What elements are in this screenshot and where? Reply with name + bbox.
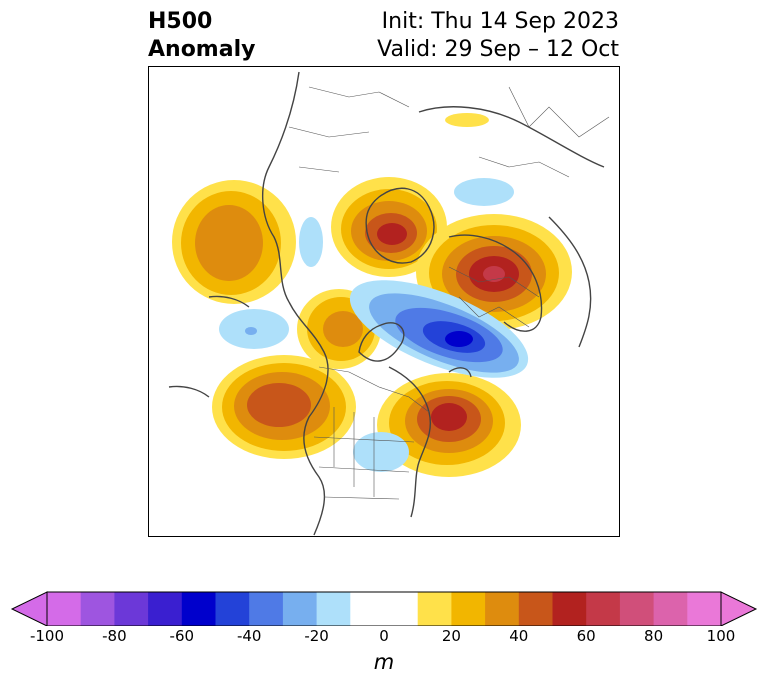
negative-anomaly-hudson bbox=[299, 217, 323, 267]
colorbar-tick-label: 0 bbox=[379, 627, 389, 645]
positive-anomaly-northeast-us bbox=[377, 373, 521, 477]
colorbar-bin bbox=[181, 592, 216, 626]
colorbar-max-extend bbox=[720, 591, 758, 626]
colorbar-bin bbox=[518, 592, 553, 626]
anomaly-map bbox=[168, 71, 610, 536]
colorbar-bin bbox=[687, 592, 722, 626]
colorbar-tick-label: 20 bbox=[441, 627, 461, 645]
negative-anomaly-bering bbox=[219, 309, 289, 349]
colorbar-tick-label: 60 bbox=[576, 627, 596, 645]
colorbar-tick-label: 80 bbox=[644, 627, 664, 645]
colorbar-tick-label: -60 bbox=[169, 627, 195, 645]
colorbar-bin bbox=[148, 592, 183, 626]
colorbar-bin bbox=[114, 592, 149, 626]
map-panel bbox=[148, 66, 620, 537]
colorbar-min-extend bbox=[10, 591, 48, 626]
colorbar-bin bbox=[451, 592, 486, 626]
colorbar-outline bbox=[46, 591, 722, 626]
colorbar-bin bbox=[485, 592, 520, 626]
colorbar-tick-label: 40 bbox=[509, 627, 529, 645]
colorbar-tick-label: -100 bbox=[29, 627, 65, 645]
colorbar-tick-label: -80 bbox=[102, 627, 127, 645]
coastlines bbox=[168, 71, 605, 536]
colorbar-bin bbox=[215, 592, 250, 626]
colorbar-bin bbox=[586, 592, 621, 626]
colorbar-tick-label: -20 bbox=[304, 627, 329, 645]
colorbar-bin bbox=[384, 592, 419, 626]
colorbar-bin bbox=[316, 592, 351, 626]
colorbar-tick-label: 100 bbox=[706, 627, 736, 645]
map-title-right: Init: Thu 14 Sep 2023 Valid: 29 Sep – 12… bbox=[377, 8, 619, 64]
colorbar-bin bbox=[282, 592, 318, 626]
colorbar-tick-label: -40 bbox=[236, 627, 262, 645]
colorbar bbox=[10, 591, 758, 626]
colorbar-unit-label: m bbox=[373, 650, 395, 674]
map-title-left: H500 Anomaly bbox=[148, 8, 255, 64]
negative-anomaly-russia-north bbox=[454, 178, 514, 206]
positive-anomaly-greenland bbox=[331, 177, 447, 277]
colorbar-bin bbox=[619, 592, 655, 626]
negative-anomaly-arctic bbox=[349, 280, 529, 378]
colorbar-bin bbox=[80, 592, 115, 626]
positive-anomaly-russia bbox=[445, 113, 489, 127]
title-field-type: Anomaly bbox=[148, 37, 256, 62]
positive-anomaly-ne-pacific bbox=[212, 355, 356, 459]
colorbar-bin bbox=[552, 592, 587, 626]
colorbar-bin bbox=[249, 592, 284, 626]
title-field-name: H500 bbox=[148, 9, 213, 34]
colorbar-bin bbox=[417, 592, 452, 626]
political-borders bbox=[288, 86, 610, 500]
colorbar-bin bbox=[350, 592, 385, 626]
positive-anomaly-north-pacific bbox=[172, 180, 296, 304]
valid-period-label: Valid: 29 Sep – 12 Oct bbox=[377, 37, 619, 62]
init-time-label: Init: Thu 14 Sep 2023 bbox=[381, 9, 619, 34]
colorbar-bin bbox=[653, 592, 688, 626]
negative-anomaly-central-us bbox=[353, 432, 409, 472]
colorbar-bin bbox=[47, 592, 82, 626]
